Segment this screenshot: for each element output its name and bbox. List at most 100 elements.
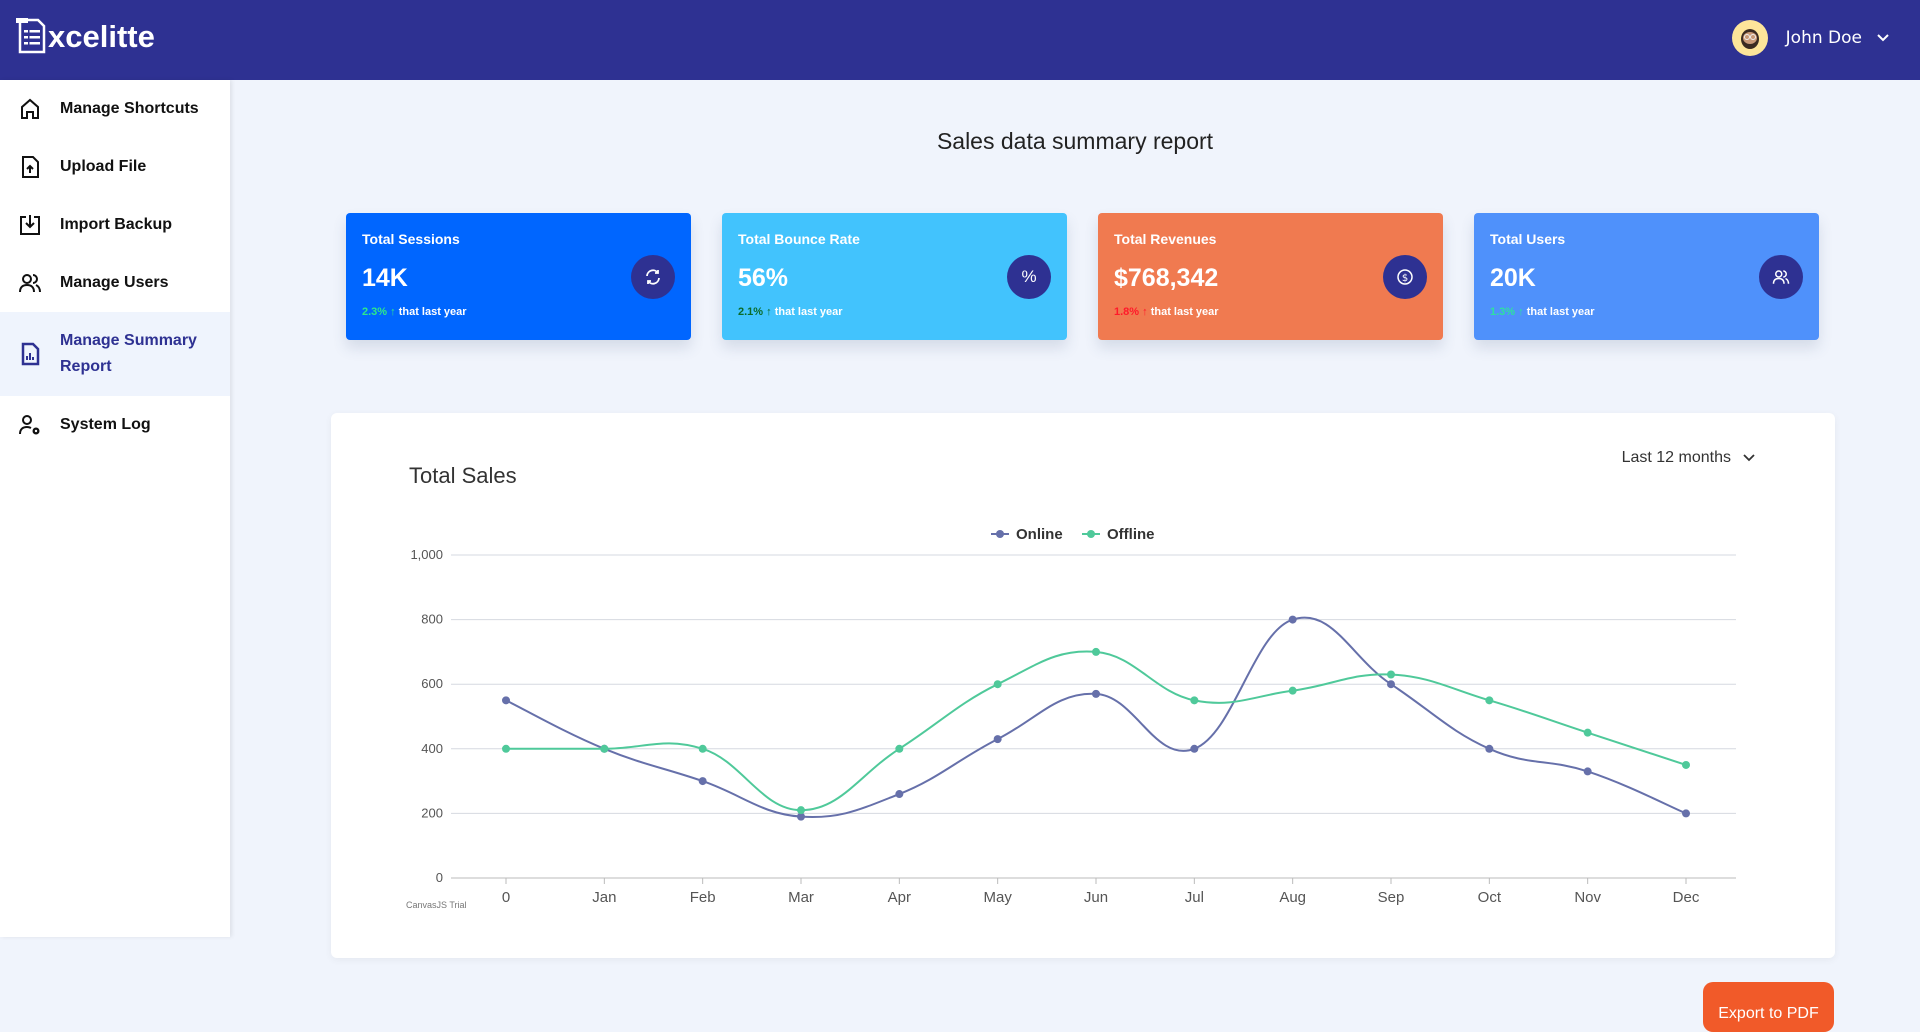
svg-text:$: $ [1402, 273, 1408, 284]
data-point-online [895, 790, 904, 799]
watermark: CanvasJS Trial [406, 900, 467, 910]
range-dropdown[interactable]: Last 12 months [1622, 449, 1755, 467]
avatar [1731, 20, 1768, 56]
data-point-offline [1583, 728, 1592, 737]
x-tick-label: Nov [1574, 889, 1601, 906]
data-point-offline [502, 744, 510, 753]
data-point-offline [993, 680, 1002, 689]
user-gear-icon [19, 415, 40, 435]
data-point-offline [600, 744, 609, 753]
total-sales-panel: Total Sales Last 12 months 0 200 400 600 800… [331, 413, 1835, 958]
x-tick-label: Jun [1084, 889, 1108, 906]
sidebar-item-manage-shortcuts[interactable]: Manage Shortcuts [0, 88, 230, 130]
data-point-online [1387, 680, 1395, 689]
sidebar-item-system-log[interactable]: System Log [0, 404, 230, 446]
card-change: 2.3% [362, 306, 388, 318]
refresh-icon [631, 255, 675, 299]
users-icon [19, 274, 41, 293]
data-point-offline [1682, 760, 1690, 769]
data-point-online [1288, 615, 1297, 624]
card-total-users: Total Users 20K 1.3% ↑ that last year [1474, 213, 1819, 340]
range-value: Last 12 months [1621, 449, 1731, 466]
x-tick-label: Sep [1378, 889, 1405, 906]
legend-label-offline: Offline [1107, 526, 1155, 543]
data-point-online [1092, 689, 1100, 698]
app-name: xcelitte [48, 19, 155, 54]
sidebar-item-manage-summary-report[interactable]: Manage Summary Report [0, 312, 230, 396]
data-point-offline [1485, 696, 1494, 705]
arrow-up-icon: ↑ [390, 306, 396, 318]
data-point-offline [1190, 696, 1199, 705]
card-suffix: that last year [1150, 306, 1219, 318]
percent-icon: % [1007, 255, 1051, 299]
card-title: Total Sessions [362, 231, 460, 247]
x-tick-label: Dec [1673, 889, 1700, 906]
card-suffix: that last year [398, 306, 467, 318]
arrow-up-icon: ↑ [1518, 306, 1524, 318]
data-point-offline [797, 806, 805, 815]
card-change: 1.8% [1114, 306, 1140, 318]
chevron-down-icon [1877, 34, 1889, 42]
sidebar: Manage Shortcuts Upload File Import Back… [0, 80, 230, 937]
data-point-online [1583, 767, 1592, 776]
card-change: 2.1% [738, 306, 764, 318]
card-change: 1.3% [1490, 306, 1516, 318]
data-point-online [1682, 809, 1690, 818]
data-point-online [993, 735, 1002, 744]
user-menu[interactable]: John Doe [1731, 20, 1890, 56]
legend-marker [996, 530, 1004, 538]
series-line-online [505, 616, 1687, 819]
legend-marker [1087, 530, 1095, 538]
data-point-online [502, 696, 510, 705]
data-point-offline [895, 744, 904, 753]
user-name: John Doe [1785, 28, 1862, 48]
y-tick-label: 0 [436, 870, 443, 885]
dollar-icon: $ [1383, 255, 1427, 299]
y-tick-label: 800 [421, 612, 443, 627]
panel-title: Total Sales [409, 463, 517, 488]
x-tick-label: Mar [788, 889, 814, 906]
card-title: Total Bounce Rate [738, 231, 860, 247]
card-value: $768,342 [1114, 264, 1219, 292]
x-tick-label: Feb [690, 889, 716, 906]
x-tick-label: Jan [592, 889, 616, 906]
data-point-online [1190, 744, 1199, 753]
x-tick-label: Apr [888, 889, 911, 906]
x-tick-label: Aug [1279, 889, 1306, 906]
card-suffix: that last year [774, 306, 843, 318]
y-tick-label: 400 [421, 741, 443, 756]
card-value: 56% [738, 264, 789, 292]
sidebar-item-manage-users[interactable]: Manage Users [0, 262, 230, 304]
x-tick-label: Oct [1478, 889, 1502, 906]
report-icon [21, 342, 40, 366]
sales-line-chart: 0 200 400 600 800 1,000 0 Jan Feb Mar Apr May Jun Jul… [406, 526, 1736, 910]
data-point-offline [698, 744, 707, 753]
file-upload-icon [22, 156, 39, 178]
card-title: Total Revenues [1114, 231, 1217, 247]
sidebar-item-import-backup[interactable]: Import Backup [0, 204, 230, 246]
home-icon [21, 98, 39, 119]
logo[interactable]: xcelitte [16, 14, 155, 54]
card-value: 20K [1490, 264, 1536, 292]
x-tick-label: May [983, 889, 1012, 906]
chevron-down-icon [1743, 454, 1755, 462]
import-icon [20, 215, 40, 235]
page-title: Sales data summary report [936, 128, 1214, 154]
export-pdf-button[interactable]: Export to PDF [1703, 982, 1834, 1032]
sidebar-item-upload-file[interactable]: Upload File [0, 146, 230, 188]
data-point-online [698, 777, 707, 786]
data-point-online [1485, 744, 1494, 753]
card-total-revenues: Total Revenues $768,342 1.8% ↑ that last… [1098, 213, 1443, 340]
legend-label-online: Online [1016, 526, 1063, 543]
arrow-up-icon: ↑ [766, 306, 772, 318]
top-bar: xcelitte John Doe [0, 0, 1920, 80]
card-total-bounce-rate: Total Bounce Rate 56% 2.1% ↑ that last y… [722, 213, 1067, 340]
card-total-sessions: Total Sessions 14K 2.3% ↑ that last year [346, 213, 691, 340]
spreadsheet-logo-icon [16, 18, 46, 54]
y-tick-label: 1,000 [410, 547, 443, 562]
data-point-offline [1288, 686, 1297, 695]
y-tick-label: 200 [421, 805, 443, 820]
series-line-offline [506, 650, 1687, 812]
data-point-online [797, 812, 805, 821]
arrow-up-icon: ↑ [1142, 306, 1148, 318]
